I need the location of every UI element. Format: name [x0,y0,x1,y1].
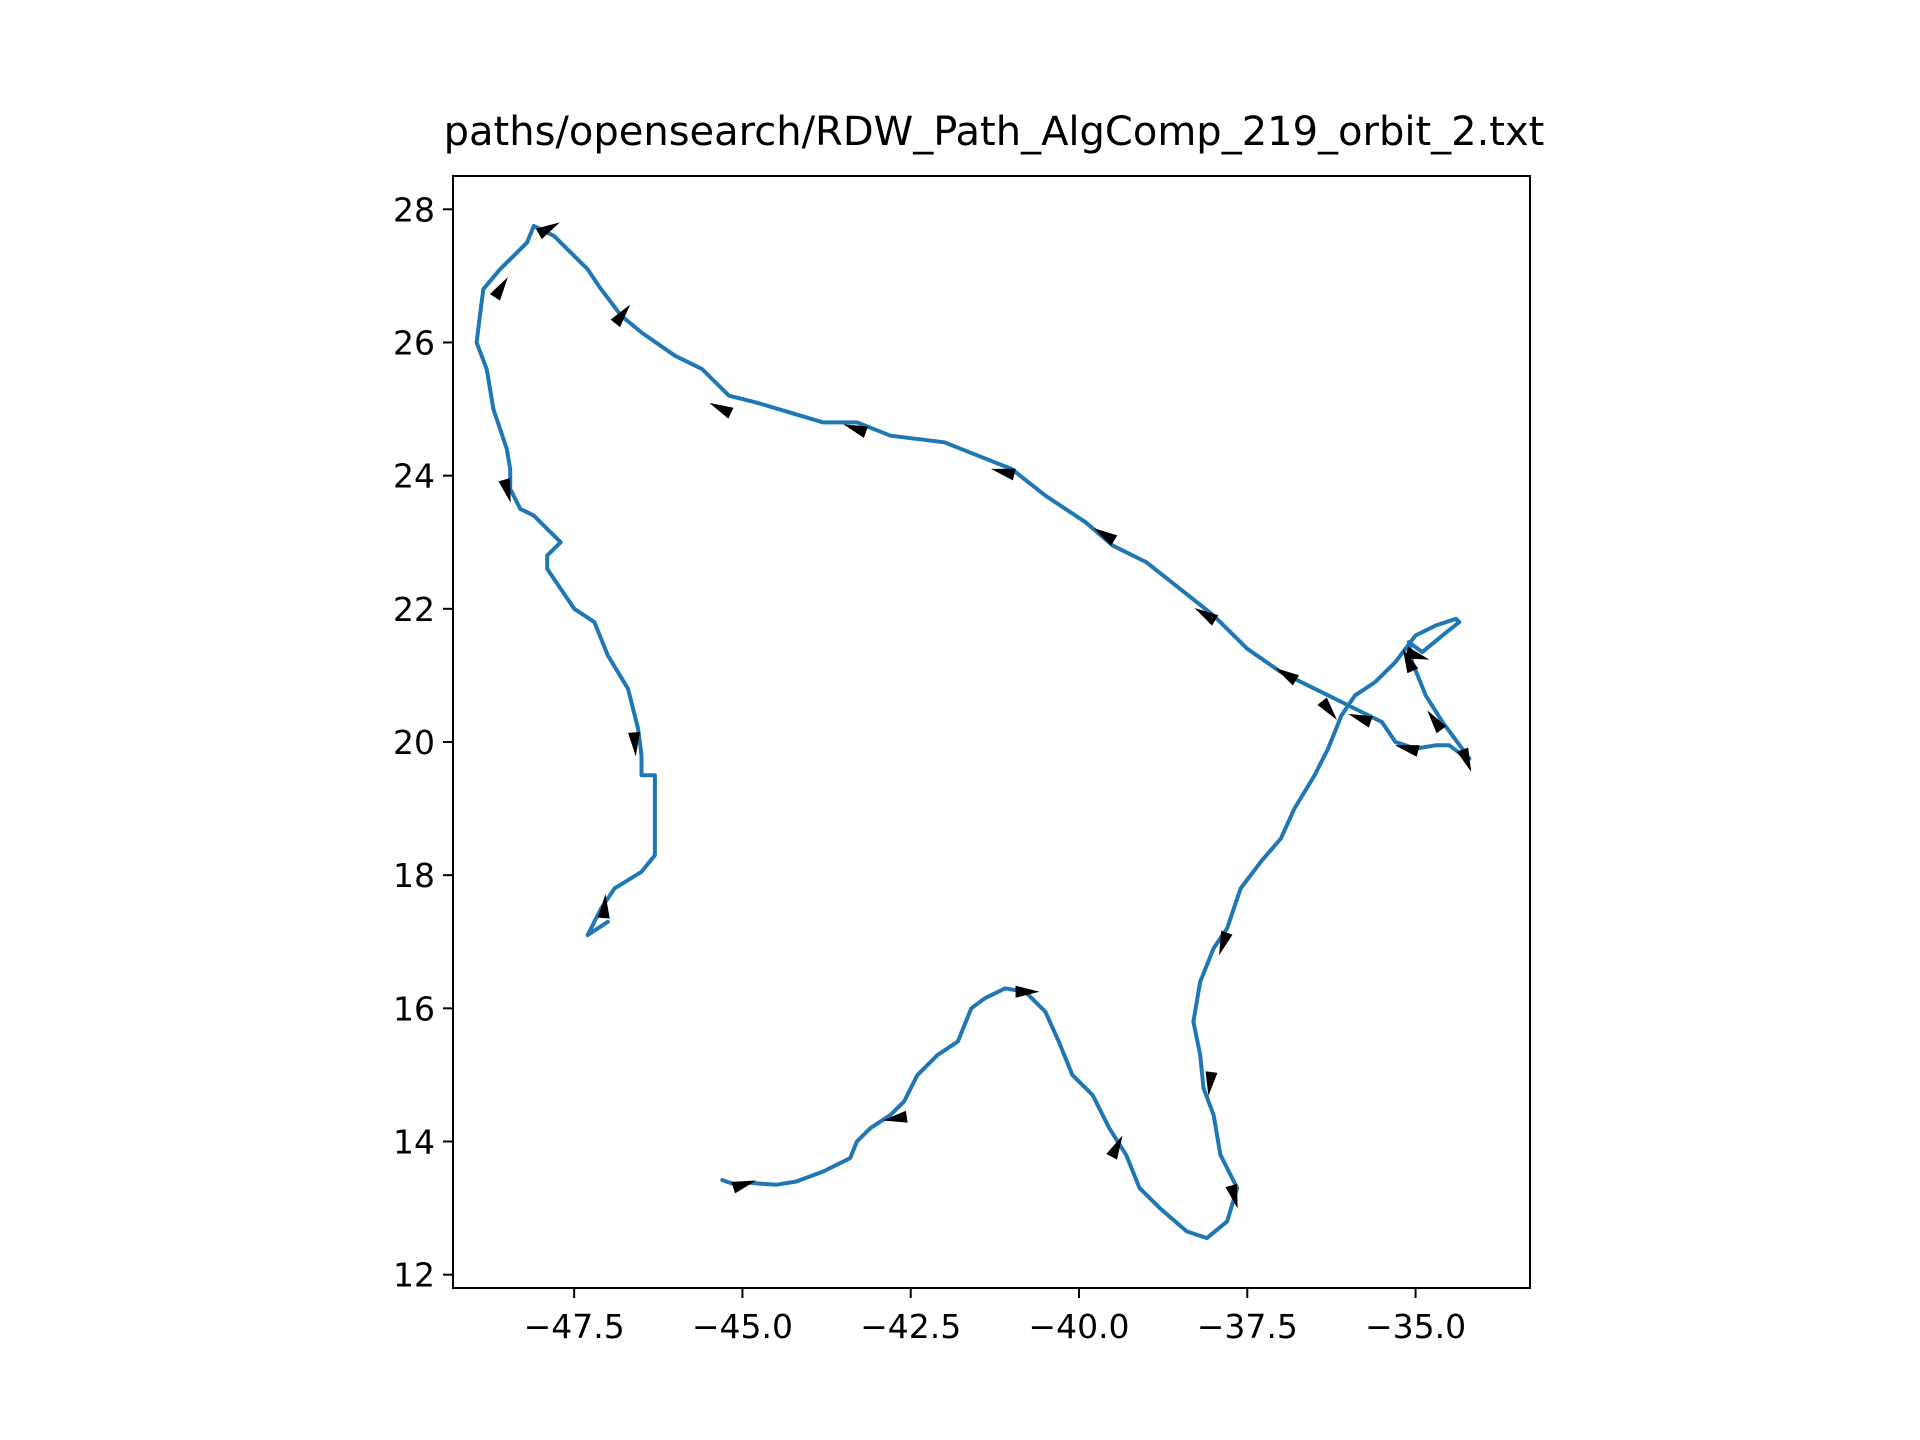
direction-arrow [1219,930,1233,956]
direction-arrow [883,1110,908,1123]
direction-arrow [489,277,508,301]
direction-arrow [1402,648,1419,674]
chart-title: paths/opensearch/RDW_Path_AlgComp_219_or… [444,109,1545,155]
y-tick-label: 16 [393,989,435,1028]
x-tick-label: −47.5 [524,1307,625,1346]
y-tick-label: 22 [393,590,435,629]
direction-arrow [843,424,868,438]
y-tick-label: 14 [393,1123,435,1162]
y-tick-label: 26 [393,323,435,362]
direction-arrow [1317,697,1338,720]
direction-arrow [498,478,511,503]
plot-frame [452,175,1531,1289]
direction-arrow [610,304,631,328]
x-tick-label: −37.5 [1197,1307,1298,1346]
direction-arrow [1348,713,1373,728]
x-axis: −47.5 −45.0 −42.5 −40.0 −37.5 −35.0 [524,1288,1466,1346]
direction-arrow [1394,745,1420,757]
x-tick-label: −35.0 [1365,1307,1466,1346]
direction-arrow [1093,528,1118,546]
y-tick-label: 12 [393,1256,435,1295]
direction-arrow [597,894,610,919]
series-layer [474,223,1472,1241]
direction-arrow [1404,646,1430,660]
direction-arrow [1275,667,1299,686]
direction-arrow [1194,608,1219,626]
y-axis: 12 14 16 18 20 22 24 26 28 [393,190,453,1295]
direction-arrow [535,222,560,240]
direction-arrow [1015,985,1040,998]
direction-arrow [731,1180,757,1194]
direction-arrow [709,402,734,419]
x-tick-label: −40.0 [1028,1307,1129,1346]
direction-arrow [1427,710,1447,734]
x-tick-label: −42.5 [860,1307,961,1346]
y-tick-label: 28 [393,190,435,229]
direction-arrow [1205,1071,1218,1096]
y-tick-label: 20 [393,723,435,762]
arrow-layer [489,222,1472,1209]
direction-arrow [628,731,641,757]
plot-area [453,176,1530,1288]
direction-arrow [1456,747,1472,773]
path-line [474,223,1472,1241]
y-tick-label: 24 [393,457,435,496]
direction-arrow [990,468,1016,481]
y-tick-label: 18 [393,856,435,895]
direction-arrow [1106,1135,1123,1160]
direction-arrow [1225,1183,1238,1209]
x-tick-label: −45.0 [692,1307,793,1346]
